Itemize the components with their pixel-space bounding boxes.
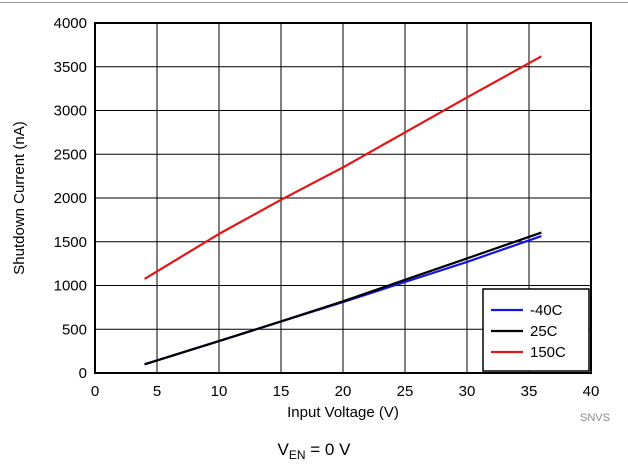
x-tick-label: 40 [583,383,600,400]
shutdown-current-chart: 0 5 10 15 20 25 30 35 40 0 500 1000 1500 2000 2500 300… [11,15,600,421]
plot-frame [94,22,592,374]
caption-symbol: V [277,440,289,459]
source-watermark: SNVS [580,412,610,424]
y-tick-label: 500 [62,321,87,338]
x-tick-label: 35 [521,383,538,400]
x-tick-label: 10 [211,383,228,400]
y-axis-title: Shutdown Current (nA) [11,121,28,274]
y-tick-label: 4000 [54,15,87,32]
y-tick-labels: 0 500 1000 1500 2000 2500 3000 3500 4000 [54,15,87,382]
x-tick-label: 15 [273,383,290,400]
x-tick-labels: 0 5 10 15 20 25 30 35 40 [91,383,600,400]
x-tick-label: 25 [397,383,414,400]
y-tick-label: 0 [79,365,87,382]
y-tick-label: 3000 [54,103,87,120]
caption-value: = 0 V [305,440,351,459]
legend-label: 25C [530,323,558,340]
legend-label: -40C [530,302,563,319]
caption: VEN = 0 V [0,440,628,462]
y-tick-label: 1500 [54,234,87,251]
y-tick-label: 2500 [54,146,87,163]
legend-label: 150C [530,344,566,361]
caption-subscript: EN [288,448,306,462]
legend: -40C 25C 150C [482,288,590,372]
series-line-25c [144,231,542,366]
x-tick-label: 30 [459,383,476,400]
x-tick-label: 5 [153,383,161,400]
y-tick-label: 1000 [54,278,87,295]
series-lines [144,55,542,366]
y-tick-label: 3500 [54,59,87,76]
x-tick-label: 20 [335,383,352,400]
series-line-150c [144,55,542,280]
y-tick-label: 2000 [54,190,87,207]
x-axis-title: Input Voltage (V) [287,404,399,421]
x-tick-label: 0 [91,383,99,400]
top-rule [0,2,628,3]
